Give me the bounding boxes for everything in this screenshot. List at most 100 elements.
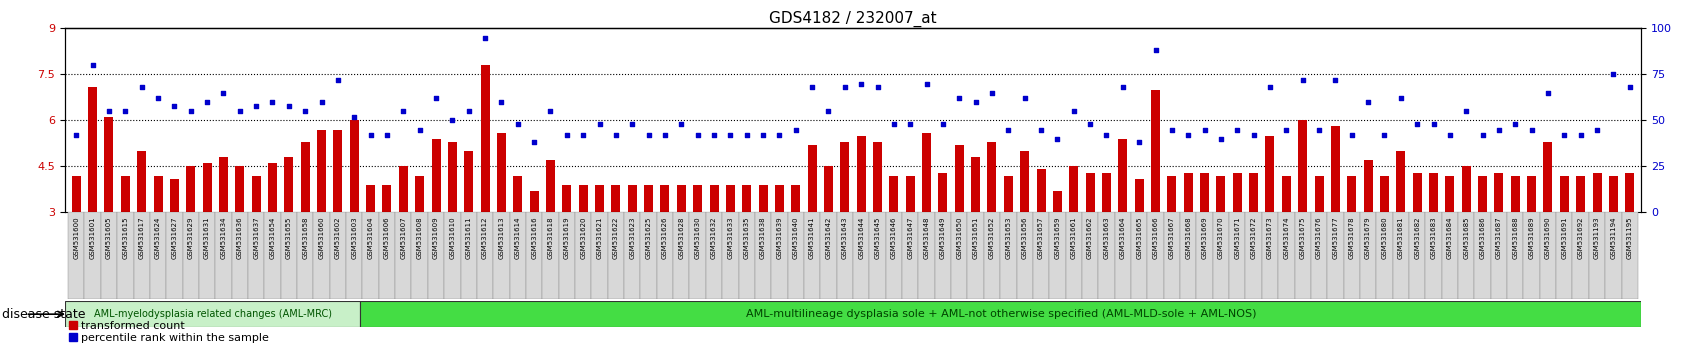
Bar <box>1625 172 1633 212</box>
Bar <box>1315 176 1323 212</box>
Point <box>1190 127 1217 132</box>
Point <box>242 103 269 108</box>
Bar <box>104 117 114 212</box>
Bar <box>644 185 653 212</box>
Text: GSM531601: GSM531601 <box>90 217 95 259</box>
Point <box>1173 132 1200 138</box>
Text: GSM531642: GSM531642 <box>825 217 830 259</box>
Point <box>78 62 106 68</box>
Bar <box>1248 172 1257 212</box>
Bar <box>1444 176 1453 212</box>
Point <box>1076 121 1103 127</box>
Legend: transformed count, percentile rank within the sample: transformed count, percentile rank withi… <box>70 321 269 343</box>
Text: GSM531628: GSM531628 <box>679 217 684 259</box>
Bar <box>332 130 343 212</box>
Bar <box>529 191 539 212</box>
Point <box>356 132 384 138</box>
Bar <box>1344 212 1359 299</box>
Bar <box>247 212 264 299</box>
Bar <box>150 212 165 299</box>
Bar <box>1294 212 1309 299</box>
Text: GSM531669: GSM531669 <box>1200 217 1207 259</box>
Text: GSM531610: GSM531610 <box>448 217 455 259</box>
Bar <box>464 151 472 212</box>
Point <box>1468 132 1495 138</box>
Point <box>455 108 483 114</box>
Point <box>766 132 793 138</box>
Point <box>1093 132 1120 138</box>
Text: GSM531656: GSM531656 <box>1021 217 1026 259</box>
Bar <box>607 212 624 299</box>
Bar <box>835 212 852 299</box>
Text: GSM531659: GSM531659 <box>1054 217 1061 259</box>
Text: GSM531624: GSM531624 <box>155 217 160 259</box>
Point <box>815 108 842 114</box>
Text: GSM531194: GSM531194 <box>1610 217 1615 259</box>
Bar <box>1163 212 1180 299</box>
Bar <box>1461 166 1470 212</box>
Bar <box>627 185 636 212</box>
Bar <box>1199 172 1209 212</box>
Bar <box>677 185 685 212</box>
Text: GSM531195: GSM531195 <box>1627 217 1632 259</box>
Bar <box>578 185 587 212</box>
Text: GSM531660: GSM531660 <box>319 217 324 259</box>
Bar <box>706 212 721 299</box>
Point <box>667 121 694 127</box>
Point <box>585 121 612 127</box>
Bar <box>414 176 425 212</box>
Point <box>227 108 254 114</box>
Bar <box>1347 176 1355 212</box>
Text: GSM531603: GSM531603 <box>351 217 356 259</box>
Title: GDS4182 / 232007_at: GDS4182 / 232007_at <box>769 11 936 27</box>
Bar <box>774 185 784 212</box>
Text: GSM531685: GSM531685 <box>1463 217 1468 259</box>
Bar <box>297 212 314 299</box>
Point <box>1451 108 1478 114</box>
Text: GSM531647: GSM531647 <box>907 217 912 259</box>
Text: GSM531644: GSM531644 <box>858 217 864 259</box>
Bar <box>218 157 228 212</box>
Bar <box>824 166 832 212</box>
Point <box>1059 108 1086 114</box>
Text: GSM531690: GSM531690 <box>1545 217 1550 259</box>
Bar <box>133 212 150 299</box>
Bar <box>68 212 85 299</box>
Point <box>701 132 728 138</box>
Point <box>880 121 907 127</box>
Point <box>994 127 1021 132</box>
Point <box>1207 136 1234 142</box>
Bar <box>905 176 914 212</box>
Text: GSM531651: GSM531651 <box>972 217 979 259</box>
Text: GSM531691: GSM531691 <box>1560 217 1567 259</box>
Bar <box>1458 212 1473 299</box>
Point <box>1533 90 1560 96</box>
Bar <box>1477 176 1487 212</box>
Bar <box>1490 212 1506 299</box>
Bar <box>317 130 326 212</box>
Text: GSM531622: GSM531622 <box>612 217 619 259</box>
Text: GSM531630: GSM531630 <box>694 217 701 259</box>
Point <box>1599 72 1627 77</box>
Bar <box>428 212 443 299</box>
Bar <box>1441 212 1458 299</box>
Bar <box>1620 212 1637 299</box>
Text: GSM531635: GSM531635 <box>743 217 748 259</box>
Text: GSM531613: GSM531613 <box>498 217 505 259</box>
Bar <box>1245 212 1262 299</box>
Point <box>1321 77 1349 83</box>
Point <box>651 132 679 138</box>
Bar <box>1494 172 1502 212</box>
Text: GSM531655: GSM531655 <box>286 217 292 259</box>
Point <box>1582 127 1610 132</box>
Bar <box>1555 212 1572 299</box>
Bar <box>1604 212 1620 299</box>
Point <box>160 103 188 108</box>
Bar <box>639 212 656 299</box>
Text: GSM531640: GSM531640 <box>793 217 798 259</box>
Point <box>1550 132 1577 138</box>
Bar <box>513 176 522 212</box>
Text: GSM531632: GSM531632 <box>711 217 716 259</box>
Bar <box>917 212 934 299</box>
Bar <box>1540 212 1555 299</box>
